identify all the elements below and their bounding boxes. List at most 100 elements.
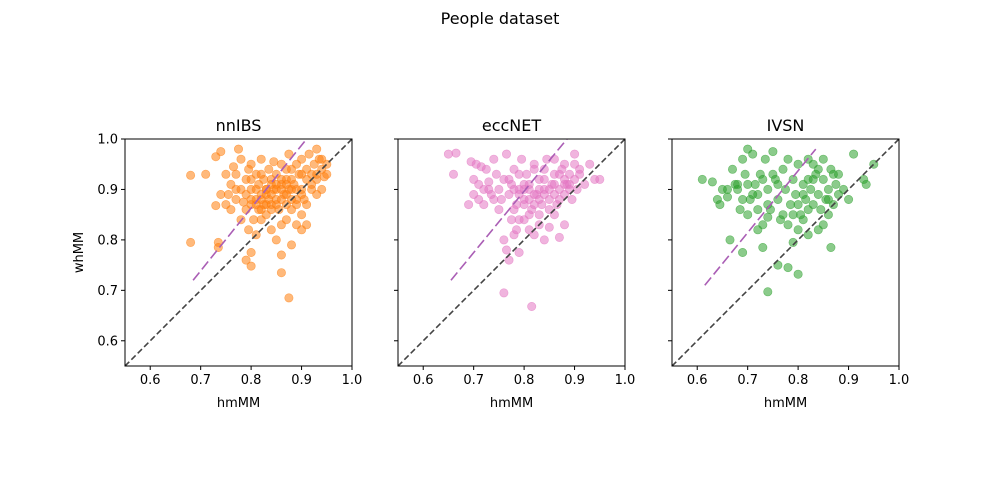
- data-point: [549, 154, 559, 164]
- data-point: [554, 169, 564, 179]
- y-tick-label: 1.0: [97, 133, 118, 148]
- data-point: [823, 184, 833, 194]
- data-point: [514, 169, 524, 179]
- data-point: [750, 179, 760, 189]
- data-point: [231, 169, 241, 179]
- data-point: [256, 205, 266, 215]
- axes-frame: [671, 138, 900, 367]
- data-point: [823, 195, 833, 205]
- data-point: [788, 210, 798, 220]
- data-point: [539, 235, 549, 245]
- data-point: [818, 220, 828, 230]
- data-point: [246, 261, 256, 271]
- plot-area: [398, 139, 625, 366]
- x-tick-label: 0.9: [838, 373, 859, 388]
- data-point: [783, 263, 793, 273]
- data-point: [251, 184, 261, 194]
- y-tick-label: 0.8: [97, 233, 118, 248]
- data-point: [271, 235, 281, 245]
- x-tick-label: 0.8: [788, 373, 809, 388]
- chart-panel-1: 0.6 0.6 0.7 0.7 0.8 0.8 0.9 0.9 1.0 1.0 nnIBS hmMM w…: [72, 116, 362, 411]
- data-point: [286, 205, 296, 215]
- data-point: [539, 174, 549, 184]
- data-point: [791, 190, 801, 200]
- data-point: [322, 169, 332, 179]
- data-point: [760, 154, 770, 164]
- panel-title: IVSN: [767, 116, 805, 135]
- data-point: [748, 149, 758, 159]
- data-point: [269, 157, 279, 167]
- data-point: [785, 200, 795, 210]
- data-point: [509, 184, 519, 194]
- panels: 0.6 0.6 0.7 0.7 0.8 0.8 0.9 0.9 1.0 1.0 nnIBS hmMM w…: [72, 116, 909, 411]
- data-point: [758, 174, 768, 184]
- x-axis-label: hmMM: [217, 396, 260, 411]
- x-tick-label: 1.0: [889, 373, 910, 388]
- data-point: [522, 169, 532, 179]
- data-point: [570, 159, 580, 169]
- data-point: [484, 177, 494, 187]
- data-point: [443, 149, 453, 159]
- data-point: [297, 154, 307, 164]
- data-point: [580, 179, 590, 189]
- data-point: [554, 232, 564, 242]
- data-point: [738, 195, 748, 205]
- data-point: [763, 184, 773, 194]
- data-point: [570, 149, 580, 159]
- data-point: [707, 177, 717, 187]
- data-point: [567, 195, 577, 205]
- data-point: [246, 248, 256, 258]
- data-point: [517, 154, 527, 164]
- data-point: [244, 225, 254, 235]
- data-point: [768, 169, 778, 179]
- data-point: [297, 225, 307, 235]
- data-point: [509, 205, 519, 215]
- data-point: [743, 179, 753, 189]
- data-point: [763, 212, 773, 222]
- data-point: [286, 184, 296, 194]
- x-tick-label: 0.9: [564, 373, 585, 388]
- data-point: [307, 169, 317, 179]
- data-point: [722, 192, 732, 202]
- data-point: [768, 147, 778, 157]
- data-point: [519, 200, 529, 210]
- data-point: [484, 184, 494, 194]
- data-point: [753, 205, 763, 215]
- data-point: [697, 174, 707, 184]
- data-point: [798, 190, 808, 200]
- data-point: [216, 190, 226, 200]
- data-point: [725, 235, 735, 245]
- data-point: [549, 179, 559, 189]
- data-point: [813, 190, 823, 200]
- data-point: [451, 148, 461, 158]
- data-point: [818, 154, 828, 164]
- data-point: [778, 164, 788, 174]
- data-point: [514, 248, 524, 258]
- data-point: [469, 190, 479, 200]
- data-point: [448, 169, 458, 179]
- data-point: [788, 237, 798, 247]
- data-point: [758, 243, 768, 253]
- data-point: [499, 288, 509, 298]
- data-point: [297, 210, 307, 220]
- data-point: [302, 200, 312, 210]
- data-point: [511, 225, 521, 235]
- data-point: [763, 287, 773, 297]
- data-point: [494, 184, 504, 194]
- data-point: [186, 237, 196, 247]
- data-point: [249, 215, 259, 225]
- y-tick-label: 0.6: [97, 334, 118, 349]
- data-point: [793, 225, 803, 235]
- data-point: [559, 159, 569, 169]
- data-point: [504, 174, 514, 184]
- data-point: [722, 184, 732, 194]
- data-point: [554, 195, 564, 205]
- data-point: [481, 164, 491, 174]
- data-point: [239, 197, 249, 207]
- data-point: [783, 154, 793, 164]
- panel-title: nnIBS: [216, 116, 262, 135]
- x-tick-label: 1.0: [342, 373, 363, 388]
- data-point: [743, 210, 753, 220]
